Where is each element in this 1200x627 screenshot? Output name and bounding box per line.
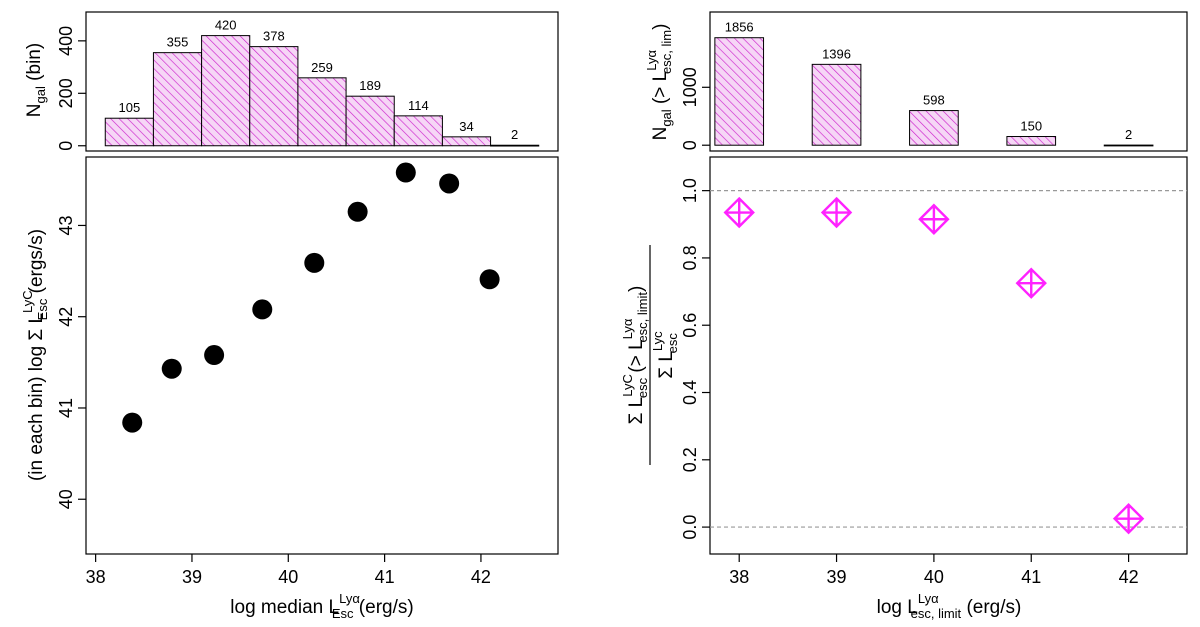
y-tick-label: 0.6: [680, 313, 700, 338]
histogram-bar: [249, 46, 299, 147]
bar-count-label: 150: [1020, 119, 1042, 134]
bar-count-label: 420: [215, 18, 237, 33]
bar-count-label: 105: [118, 100, 140, 115]
bar-count-label: 355: [167, 35, 189, 50]
plot-frame: [709, 156, 1188, 555]
data-point: [439, 173, 460, 194]
data-point: [304, 252, 325, 273]
x-tick-label: 40: [278, 567, 298, 587]
data-point: [1015, 267, 1047, 299]
data-point: [1112, 502, 1145, 535]
histogram-bar: [811, 63, 862, 146]
histogram-bar: [490, 144, 540, 147]
data-point: [820, 196, 853, 229]
x-tick-label: 39: [182, 567, 202, 587]
bar-count-label: 34: [459, 119, 473, 134]
scatter-right: 0.0 0.2 0.4 0.6 0.8 1.0 38 39 40 41 42 log LLyα esc…: [620, 156, 1188, 621]
y-tick-label: 0: [680, 140, 700, 150]
x-tick-label: 41: [1021, 567, 1041, 587]
plot-frame: [709, 11, 1188, 152]
data-point: [723, 196, 755, 229]
xlabel-left: log median LLyα Esc (erg/s): [230, 591, 413, 621]
x-tick-label: 39: [827, 567, 847, 587]
plot-frame: [85, 156, 559, 555]
plot-frame: [85, 11, 559, 152]
ylabel-right-bottom: Σ LLyCesc (> LLyαesc, limit) Σ LLycesc: [620, 245, 680, 465]
bar-count-label: 598: [923, 93, 945, 108]
xlabel-right: log LLyα esc, limit (erg/s): [877, 591, 1022, 621]
data-point: [479, 269, 500, 290]
bar-count-label: 2: [511, 127, 518, 142]
histogram-right: 1856 1396 598 150 2 0 1000 Ngal (> LLyαesc, li…: [644, 11, 1188, 152]
bar-count-label: 1856: [725, 20, 754, 35]
histogram-bar: [714, 37, 765, 146]
y-tick-label: 200: [56, 78, 76, 108]
y-tick-label: 42: [56, 307, 76, 327]
ylabel-right-top: Ngal (> LLyαesc, lim): [644, 24, 674, 141]
histogram-bar: [441, 136, 492, 147]
ylabel-numerator: Σ LLyCesc (> LLyαesc, limit): [620, 286, 650, 425]
data-point: [347, 201, 368, 222]
bar-count-label: 378: [263, 29, 285, 44]
y-tick-label: 0.8: [680, 245, 700, 270]
x-tick-label: 40: [924, 567, 944, 587]
y-tick-label: 43: [56, 215, 76, 235]
histogram-bar: [152, 52, 203, 147]
histogram-bar: [1006, 136, 1057, 146]
ylabel-left-bottom: (in each bin) log Σ LLyCEsc (ergs/s): [20, 229, 50, 481]
scatter-left: 40 41 42 43 38 39 40 41 42 log median LLyα Esc (e…: [20, 156, 559, 621]
histogram-bar: [201, 35, 251, 147]
data-point: [395, 162, 416, 183]
histogram-bar: [297, 77, 347, 147]
bar-count-label: 189: [359, 78, 381, 93]
bar-count-label: 114: [408, 98, 429, 113]
data-point: [161, 358, 182, 379]
y-tick-label: 1000: [680, 67, 700, 107]
y-tick-label: 0.2: [680, 447, 700, 472]
histogram-bar: [1103, 144, 1154, 147]
y-tick-label: 0.0: [680, 515, 700, 540]
histogram-bar: [393, 115, 443, 147]
y-tick-label: 41: [56, 398, 76, 418]
ylabel-left-top: Ngal (bin): [24, 43, 48, 117]
y-tick-label: 0: [56, 141, 76, 151]
x-tick-label: 42: [471, 567, 491, 587]
y-tick-label: 1.0: [680, 178, 700, 203]
bar-count-label: 1396: [822, 46, 851, 61]
bar-count-label: 2: [1125, 127, 1132, 142]
y-tick-label: 400: [56, 26, 76, 56]
ylabel-denominator: Σ LLycesc: [650, 331, 680, 379]
bar-count-label: 259: [311, 60, 333, 75]
histogram-bar: [909, 110, 959, 146]
histogram-bar: [345, 95, 395, 147]
x-tick-label: 38: [729, 567, 749, 587]
histogram-left: 105 355 420 378 259 189 114 34 2 0 200 400 Ngal (bi…: [24, 11, 559, 152]
x-tick-label: 42: [1119, 567, 1139, 587]
y-tick-label: 0.4: [680, 380, 700, 405]
histogram-bar: [104, 117, 154, 147]
y-tick-label: 40: [56, 489, 76, 509]
data-point: [252, 299, 273, 320]
x-tick-label: 38: [86, 567, 106, 587]
x-tick-label: 41: [375, 567, 395, 587]
data-point: [204, 345, 225, 366]
data-point: [918, 203, 950, 235]
data-point: [122, 412, 143, 433]
